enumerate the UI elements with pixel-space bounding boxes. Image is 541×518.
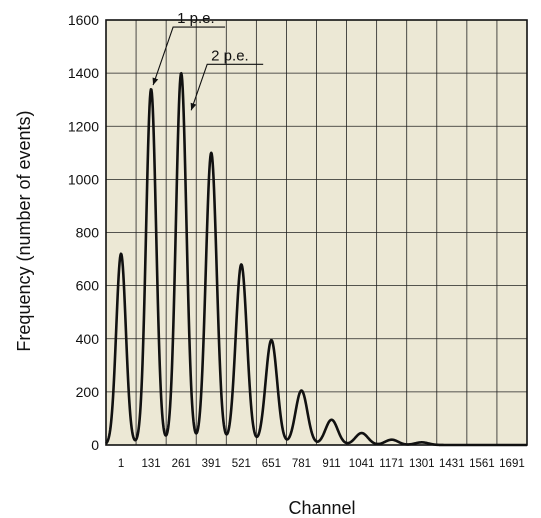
y-tick-label: 1200 (68, 118, 99, 134)
x-axis-title: Channel (288, 498, 355, 518)
grid (106, 20, 527, 445)
x-tick-label: 1431 (439, 458, 465, 470)
annotation-label: 2 p.e. (211, 47, 249, 64)
x-tick-label: 1301 (409, 458, 435, 470)
annotation-leader-line (190, 63, 264, 111)
y-tick-label: 800 (76, 225, 100, 241)
annotation-arrowhead (190, 102, 197, 111)
x-tick-label: 521 (232, 458, 251, 470)
x-tick-label: 911 (322, 458, 340, 470)
plot-frame (105, 19, 528, 446)
annotation-label: 1 p.e. (177, 10, 215, 27)
x-tick-label: 391 (202, 458, 221, 470)
annotations: 1 p.e. 2 p.e. (152, 10, 264, 111)
x-tick-label: 261 (172, 458, 191, 470)
y-tick-labels: 0 200 400 600 800 1000 1200 1400 1600 (68, 12, 99, 453)
x-tick-label: 1041 (349, 458, 375, 470)
y-axis-title: Frequency (number of events) (14, 110, 34, 351)
x-tick-label: 1561 (469, 458, 495, 470)
y-tick-label: 1400 (68, 65, 99, 81)
x-tick-label: 1 (118, 458, 124, 470)
x-tick-labels: 1 131 261 391 521 651 781 911 1041 1171 1301 1431 15… (118, 458, 525, 470)
x-tick-label: 1691 (499, 458, 525, 470)
x-tick-label: 651 (262, 458, 281, 470)
annotation-arrowhead (152, 77, 159, 86)
y-tick-label: 0 (91, 437, 99, 453)
y-tick-label: 400 (76, 331, 100, 347)
y-tick-label: 1000 (68, 171, 99, 187)
y-tick-label: 1600 (68, 12, 99, 28)
x-tick-label: 781 (292, 458, 311, 470)
x-tick-label: 1171 (379, 458, 404, 470)
y-tick-label: 200 (76, 384, 100, 400)
x-tick-label: 131 (142, 458, 161, 470)
y-tick-label: 600 (76, 278, 100, 294)
annotation-leader-line (152, 26, 226, 86)
